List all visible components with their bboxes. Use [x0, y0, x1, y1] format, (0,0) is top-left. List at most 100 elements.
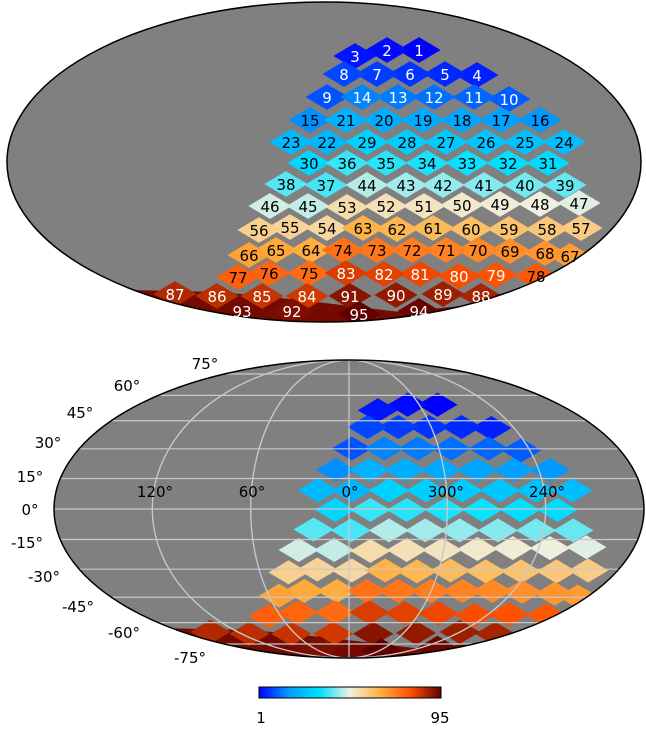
pixel-label: 22	[317, 134, 336, 152]
pixel-label: 35	[376, 155, 395, 173]
pixel-label: 73	[367, 242, 386, 260]
pixel-cell-top	[375, 216, 419, 242]
pixel-cell-bottom	[277, 600, 318, 625]
pixel-label: 61	[423, 220, 442, 238]
pixel-label: 78	[526, 268, 545, 286]
pixel-label: 36	[337, 155, 356, 173]
pixel-cell-top	[543, 172, 587, 198]
pixel-label: 80	[449, 268, 468, 286]
pixel-label: 40	[515, 177, 534, 195]
pixel-cell-bottom	[313, 537, 355, 562]
pixel-label: 27	[436, 134, 455, 152]
pixel-cell-top	[322, 61, 366, 87]
pixel-cell-bottom	[349, 600, 390, 625]
pixel-cell-bottom	[405, 518, 446, 543]
pixel-label: 57	[571, 220, 590, 238]
pixel-cell-bottom	[350, 497, 391, 522]
latitude-tick-label: 45°	[67, 404, 94, 422]
pixel-label: 60	[461, 221, 480, 239]
pixel-cell-bottom	[566, 535, 607, 560]
pixel-label: 30	[299, 155, 318, 173]
meridian-line	[151, 360, 547, 658]
pixel-cell-bottom	[457, 457, 498, 482]
pixel-cell-bottom	[418, 601, 459, 626]
pixel-cell-bottom	[515, 478, 557, 503]
latitude-tick-label: 60°	[114, 377, 141, 395]
latitude-tick-label: -30°	[28, 568, 60, 586]
pixel-cell-top	[478, 191, 522, 217]
colorbar-gradient	[258, 686, 442, 699]
pixel-cell-top	[355, 61, 399, 87]
pixel-cell-bottom	[384, 457, 425, 482]
meridian-line	[250, 360, 448, 658]
pixel-cell-bottom	[461, 497, 503, 522]
pixel-cell-bottom	[501, 438, 542, 463]
pixel-cell-top	[523, 240, 567, 266]
pixel-cell-top	[411, 215, 455, 241]
pixel-label: 10	[499, 91, 518, 109]
pixel-cell-bottom	[259, 583, 300, 608]
pixel-label: 9	[322, 89, 332, 107]
pixel-label: 84	[297, 288, 316, 306]
pixel-cell-top	[440, 192, 484, 218]
pixel-label: 56	[249, 222, 268, 240]
pixel-cell-top	[424, 237, 468, 263]
longitude-tick-label: 60°	[239, 483, 266, 501]
pixel-label: 16	[530, 112, 549, 130]
pixel-cell-top	[288, 107, 332, 133]
pixel-cell-top	[362, 107, 406, 133]
pixel-cell-top	[398, 261, 442, 287]
latitude-tick-label: -15°	[11, 534, 43, 552]
pixel-cell-top	[195, 283, 239, 309]
pixel-label: 63	[353, 220, 372, 238]
pixel-label: 17	[491, 112, 510, 130]
pixel-cell-top	[365, 37, 409, 63]
pixel-cell-top	[364, 193, 408, 219]
pixel-cell-bottom	[421, 537, 463, 562]
pixel-cell-bottom	[457, 537, 498, 562]
pixel-cell-top	[364, 150, 408, 176]
pixel-cell-top	[487, 86, 531, 112]
pixel-cell-bottom	[417, 392, 458, 417]
pixel-cell-top	[270, 298, 314, 322]
pixel-cell-bottom	[477, 518, 519, 543]
pixel-label: 79	[486, 267, 505, 285]
pixel-label: 28	[397, 134, 416, 152]
pixel-label: 39	[555, 177, 574, 195]
pixel-label: 4	[472, 67, 482, 85]
pixel-cell-bottom	[330, 518, 371, 543]
pixel-cell-top	[421, 281, 465, 307]
latitude-tick-label: -45°	[62, 598, 94, 616]
pixel-label: 5	[440, 66, 450, 84]
map-bottom-border	[53, 359, 645, 659]
pixel-cell-top	[390, 237, 434, 263]
map-top-border	[6, 1, 642, 323]
pixel-cell-bottom	[534, 581, 575, 606]
pixel-label: 42	[433, 177, 452, 195]
pixel-label: 46	[260, 198, 279, 216]
pixel-label: 59	[499, 221, 518, 239]
pixel-cell-bottom	[479, 478, 520, 503]
pixel-cell-top	[305, 129, 349, 155]
pixel-cell-top	[268, 214, 312, 240]
pixel-cell-top	[405, 150, 449, 176]
pixel-label: 23	[281, 134, 300, 152]
pixel-cell-top	[479, 107, 523, 133]
pixel-label: 24	[554, 134, 573, 152]
pixel-label: 62	[387, 221, 406, 239]
pixel-cell-top	[486, 150, 530, 176]
pixel-cell-bottom	[349, 457, 390, 482]
pixel-label: 25	[515, 134, 534, 152]
pixel-cell-top	[324, 107, 368, 133]
pixel-cell-top	[324, 260, 368, 286]
pixel-cell-top	[421, 172, 465, 198]
longitude-tick-label: 240°	[529, 483, 565, 501]
pixel-cell-top	[345, 172, 389, 198]
pixel-cell-top	[488, 238, 532, 264]
pixel-label: 54	[317, 220, 336, 238]
pixel-label: 29	[357, 134, 376, 152]
pixel-label: 69	[500, 243, 519, 261]
pixel-label: 8	[339, 66, 349, 84]
pixel-cell-top	[423, 61, 467, 87]
pixel-cell-top	[503, 172, 547, 198]
